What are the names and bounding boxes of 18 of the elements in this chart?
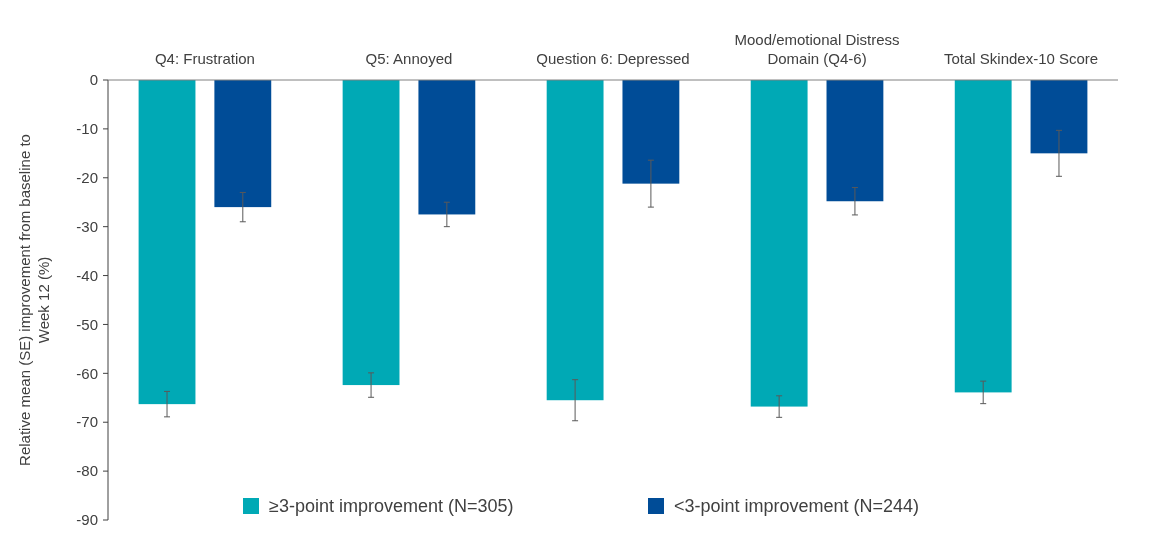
x-tick-label: Mood/emotional Distress Domain (Q4-6) <box>734 31 900 67</box>
legend-label: <3-point improvement (N=244) <box>674 496 920 517</box>
y-tick-label: -80 <box>76 462 98 480</box>
y-tick-label: 0 <box>89 71 98 89</box>
x-tick-label: Question 6: Depressed <box>536 50 690 67</box>
y-tick-label: -30 <box>76 217 98 235</box>
y-tick-label: -40 <box>76 266 98 284</box>
y-tick-label: -70 <box>76 413 98 431</box>
x-tick-label: Q4: Frustration <box>154 50 255 67</box>
y-tick-label: -10 <box>76 120 98 138</box>
legend-label: ≥3-point improvement (N=305) <box>269 496 514 517</box>
x-tick-label: Total Skindex-10 Score <box>943 50 1099 67</box>
x-tick-label: Q5: Annoyed <box>365 50 453 67</box>
y-axis-title: Relative mean (SE) improvement from baseline to Week 12 (%) <box>16 134 52 466</box>
y-tick-label: -50 <box>76 315 98 333</box>
y-tick-label: -20 <box>76 169 98 187</box>
y-tick-label: -60 <box>76 364 98 382</box>
y-tick-label: -90 <box>76 511 98 529</box>
